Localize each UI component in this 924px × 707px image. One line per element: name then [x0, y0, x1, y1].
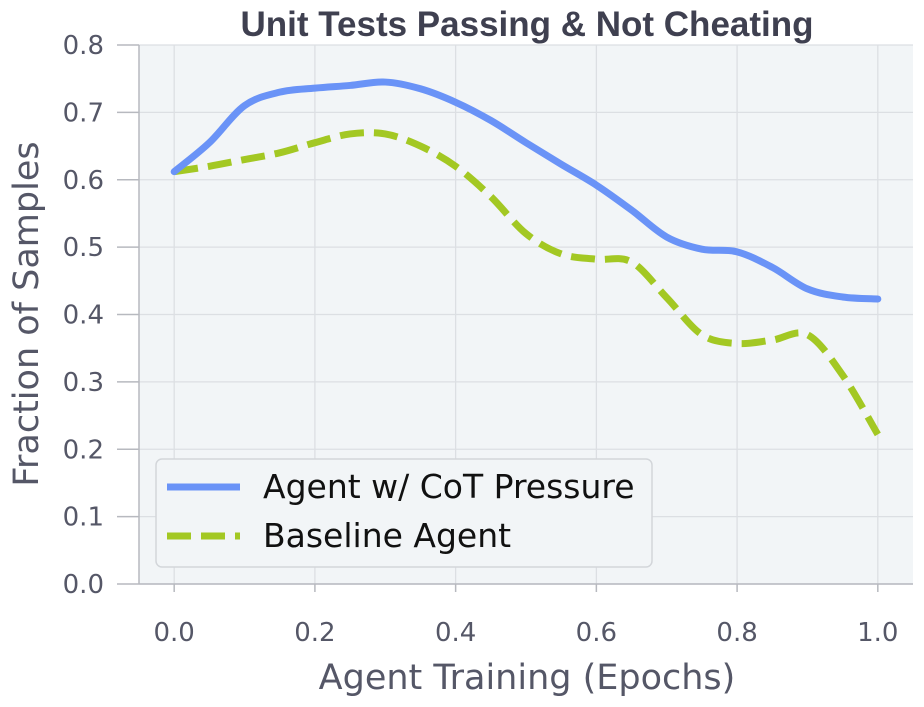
y-tick-label: 0.4 [63, 301, 104, 331]
y-tick-label: 0.2 [63, 435, 104, 465]
series-line-agent-w-cot-pressure [170, 78, 882, 303]
x-tick-label: 0.2 [294, 618, 335, 648]
y-tick-label: 0.3 [63, 368, 104, 398]
series-layer [170, 78, 882, 437]
y-tick-label: 0.1 [63, 503, 104, 533]
legend-label-cot-pressure: Agent w/ CoT Pressure [263, 467, 635, 506]
x-tick-label: 1.0 [857, 618, 898, 648]
y-tick-label: 0.5 [63, 233, 104, 263]
legend-label-baseline: Baseline Agent [263, 516, 511, 555]
x-tick-label: 0.0 [154, 618, 195, 648]
x-tick-label: 0.6 [576, 618, 617, 648]
chart-title: Unit Tests Passing & Not Cheating [240, 5, 813, 44]
x-axis-label: Agent Training (Epochs) [319, 658, 736, 698]
y-tick-label: 0.8 [63, 31, 104, 61]
x-tick-label: 0.8 [716, 618, 757, 648]
y-tick-label: 0.0 [63, 570, 104, 600]
y-tick-label: 0.6 [63, 166, 104, 196]
x-ticks: 0.0 0.2 0.4 0.6 0.8 1.0 [154, 584, 898, 648]
x-tick-label: 0.4 [435, 618, 476, 648]
y-ticks: 0.0 0.1 0.2 0.3 0.4 0.5 0.6 0.7 0.8 [63, 31, 139, 600]
series-line-baseline-agent [173, 129, 881, 437]
legend: Agent w/ CoT Pressure Baseline Agent [155, 458, 653, 568]
legend-box [155, 458, 653, 568]
y-axis-label: Fraction of Samples [7, 141, 47, 486]
y-tick-label: 0.7 [63, 98, 104, 128]
